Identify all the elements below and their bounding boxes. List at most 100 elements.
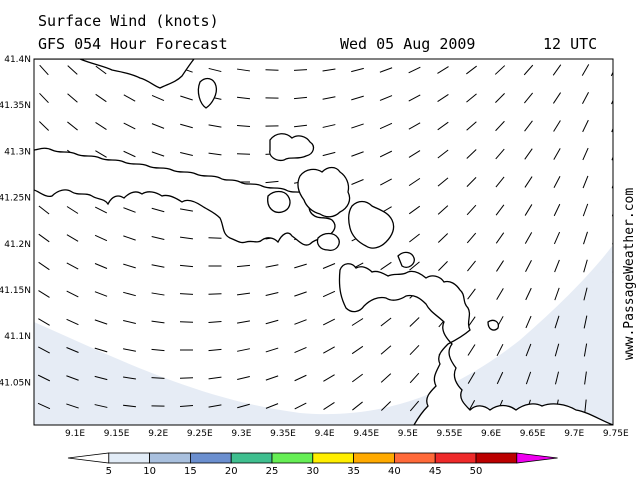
wind-barb [208,376,222,380]
wind-barb [612,326,613,329]
wind-barb [409,400,420,412]
wind-barb [467,260,476,272]
wind-barb [525,343,532,357]
wind-barb [265,403,279,409]
wind-barb [466,149,477,159]
wind-barb [294,319,307,325]
wind-barb [525,371,532,385]
wind-barb [495,148,505,160]
lon-tick-label: 9.2E [148,429,168,439]
wind-barb [179,293,194,295]
wind-barb [265,319,279,325]
wind-barb [496,343,504,357]
wind-barb [553,231,561,245]
wind-barb [322,96,336,100]
wind-barb [408,205,421,215]
sardinia-coastline [338,263,613,425]
colorbar-swatch [516,452,558,464]
wind-barb [151,320,165,324]
wind-barb [553,176,561,188]
wind-barb [294,374,307,382]
wind-barb [95,150,107,158]
lat-tick-label: 41.35N [0,101,31,111]
lon-tick-label: 9.6E [481,429,501,439]
wind-barb [525,259,532,273]
wind-barb [408,150,421,158]
wind-barb [294,263,307,269]
lat-tick-label: 41.3N [4,147,31,157]
credit-watermark: www.PassageWeather.com [622,60,637,360]
wind-barb [94,206,108,214]
wind-barb [525,315,532,329]
wind-barb [66,262,79,270]
colorbar-swatch [230,452,273,464]
wind-barb [437,149,449,159]
wind-barb [437,177,449,187]
wind-barb [322,124,336,128]
wind-barb [294,291,307,297]
islet-c [197,77,218,109]
colorbar-swatch [67,452,110,464]
colorbar-swatch [393,452,436,464]
lon-tick-label: 9.1E [65,429,85,439]
wind-barb [38,233,50,243]
wind-barb [553,148,561,160]
wind-barb [123,150,136,158]
wind-barb [583,287,588,301]
wind-barb [265,375,279,381]
wind-barb [323,374,335,382]
colorbar-label: 5 [106,466,112,477]
wind-barb [236,153,251,155]
colorbar-label: 45 [429,466,442,477]
wind-barb [66,375,79,381]
wind-barb [66,347,79,353]
wind-barb [237,375,250,381]
wind-barb [351,123,364,129]
lon-tick-label: 9.3E [231,429,251,439]
wind-barb [123,263,136,269]
wind-barb [583,315,588,329]
wind-barb [582,119,589,133]
wind-barb [408,94,421,102]
wind-barb [437,66,449,74]
wind-barb [95,93,107,103]
wind-barb [293,124,308,128]
wind-barb [523,64,534,76]
wind-barb [611,127,613,133]
wind-barb [39,64,49,76]
wind-barb [322,263,336,269]
wind-barb [611,99,613,105]
wind-barb [180,208,193,212]
wind-barb [437,93,449,103]
wind-barb [123,348,136,352]
wind-barb [123,235,136,241]
wind-barb [495,232,505,244]
wind-barb [95,65,107,75]
wind-barb [67,93,78,103]
lon-tick-label: 9.45E [353,429,379,439]
maddalena-island-3 [348,200,395,249]
wind-barb [151,292,165,296]
lat-tick-label: 41.15N [0,286,31,296]
maddalena-island-4 [267,190,291,214]
wind-barb [379,67,393,73]
wind-barb [179,264,194,268]
wind-barb [494,65,506,75]
colorbar-label: 15 [184,466,197,477]
wind-barb [94,263,108,269]
wind-barb [408,122,421,130]
wind-barb [467,344,476,356]
wind-barb [123,122,136,130]
credit-text: www.PassageWeather.com [622,187,637,360]
wind-barb [94,404,108,408]
wind-barb [351,373,364,383]
wind-barb [66,206,79,214]
wind-barb [37,374,51,382]
wind-barb [437,121,449,131]
wind-barb [584,399,587,413]
wind-barb [524,204,533,216]
wind-barb [38,318,50,326]
wind-barb [95,122,107,130]
wind-barb [554,315,560,329]
